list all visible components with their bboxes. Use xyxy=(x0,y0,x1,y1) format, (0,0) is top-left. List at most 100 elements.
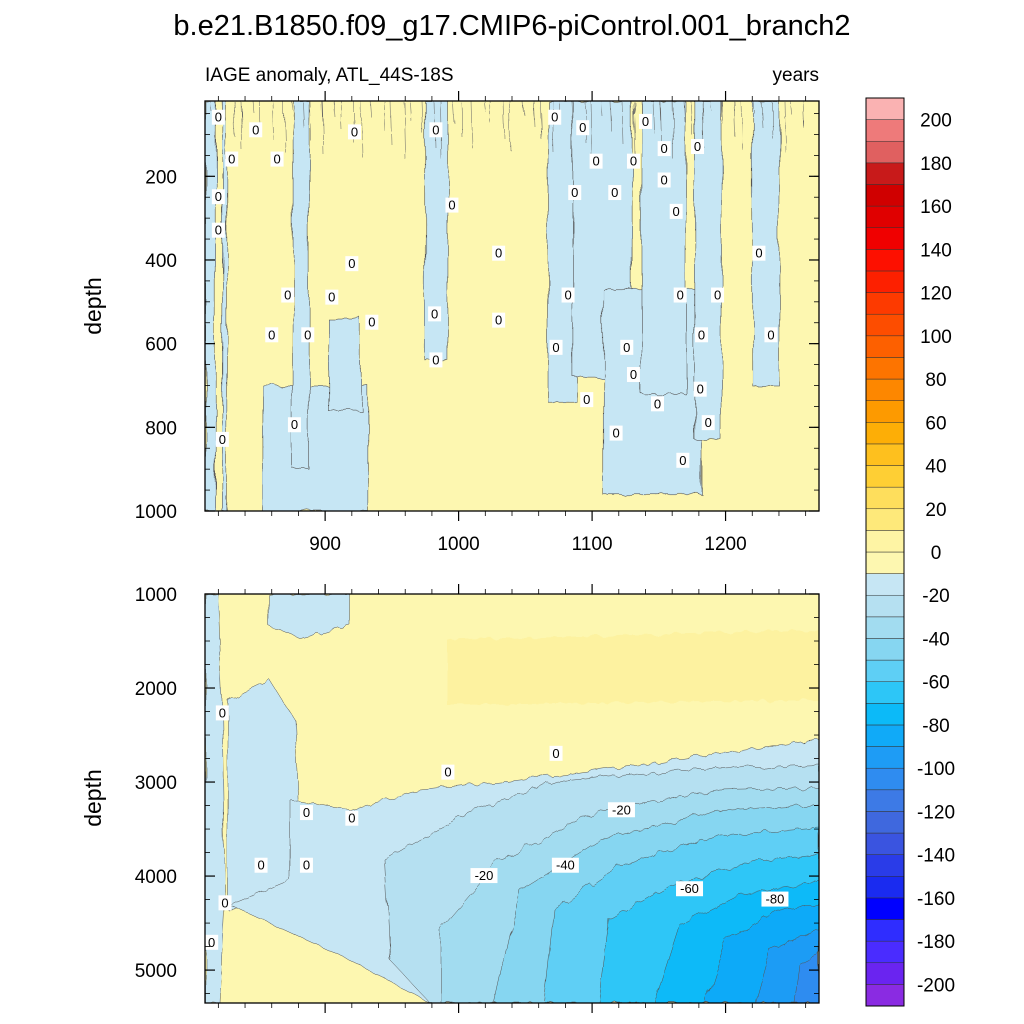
upper-noise-contour xyxy=(333,101,336,118)
colorbar-tick-label: 0 xyxy=(931,543,942,564)
colorbar-segment xyxy=(865,811,905,834)
colorbar-segment xyxy=(865,400,905,423)
colorbar-segment xyxy=(865,249,905,272)
upper-noise-contour xyxy=(402,101,405,159)
upper-noise-contour xyxy=(321,101,324,155)
contour-label: 0 xyxy=(284,288,291,303)
colorbar-segment xyxy=(865,162,905,185)
vertical-negative-band xyxy=(227,679,301,911)
contour-label: 0 xyxy=(432,122,439,137)
contour-label-box xyxy=(325,289,339,305)
upper-noise-contour xyxy=(659,101,662,147)
contour-label: 0 xyxy=(630,154,637,169)
contour-label: 0 xyxy=(268,327,275,342)
contour-label-box xyxy=(254,857,268,873)
contour-label: 0 xyxy=(679,453,686,468)
contour-label: 0 xyxy=(219,705,226,720)
contour-label: 0 xyxy=(351,124,358,139)
contour-label-box xyxy=(265,327,279,343)
contour-label: 0 xyxy=(444,765,451,780)
contour-label: 0 xyxy=(215,223,222,238)
contour-label: 0 xyxy=(767,327,774,342)
upper-noise-contour xyxy=(533,101,536,128)
upper-negative-region xyxy=(751,101,780,386)
contour-label-box xyxy=(205,934,219,950)
contour-label: 0 xyxy=(571,185,578,200)
colorbar-tick-label: -160 xyxy=(917,889,955,910)
colorbar-segment xyxy=(865,184,905,207)
upper-noise-contour xyxy=(252,101,255,114)
contour-label: 0 xyxy=(215,189,222,204)
contour-label: 0 xyxy=(705,415,712,430)
contour-label-box xyxy=(752,245,766,261)
colorbar-tick-label: 40 xyxy=(925,457,946,478)
colorbar-segment xyxy=(865,292,905,315)
lower-axes: 1000 2000 3000 4000 5000 xyxy=(135,584,819,1013)
contour-label-box xyxy=(281,287,295,303)
upper-noise-contour xyxy=(771,101,774,140)
contour-label-box xyxy=(609,425,623,441)
contour-label-box xyxy=(270,151,284,167)
contour-label-box xyxy=(549,339,563,355)
upper-panel: 0 0 0 0 0 0 0 0 0 0 0 0 0 0 0 0 0 0 0 0 0 0 0 0 0 0 0 0 0 0 0 0 0 0 0 0 0 0 0 0… xyxy=(80,91,820,555)
upper-noise-contour xyxy=(271,101,274,140)
contour-label-box xyxy=(215,705,229,721)
colorbar-tick-label: -120 xyxy=(917,802,955,823)
contour-label: 0 xyxy=(431,306,438,321)
colorbar-tick-label: -200 xyxy=(917,975,955,996)
x-tick-label: 1000 xyxy=(437,534,479,555)
contour-label: 0 xyxy=(583,392,590,407)
colorbar-tick-label: 20 xyxy=(925,500,946,521)
lower-panel: 0 0 0 0 0 -20 0 0 -40 -20 0 -60 -80 0 1000 2000 3000 400… xyxy=(80,584,820,1013)
colorbar-segment xyxy=(865,854,905,877)
upper-noise-contour xyxy=(683,101,686,123)
colorbar-tick-label: -20 xyxy=(922,586,949,607)
contour-label-box xyxy=(445,197,459,213)
upper-noise-contour xyxy=(540,101,543,141)
colorbar-tick-label: 140 xyxy=(920,240,952,261)
contour-label: -40 xyxy=(556,858,575,873)
contour-label-box xyxy=(576,120,590,136)
upper-noise-contour xyxy=(690,101,693,136)
upper-noise-contour xyxy=(390,101,393,146)
contour-label: -20 xyxy=(475,868,494,883)
contour-label-box xyxy=(568,185,582,201)
contour-label: 0 xyxy=(273,152,280,167)
upper-noise-contour xyxy=(790,101,793,116)
contour-label-box xyxy=(218,895,232,911)
colorbar-segment xyxy=(865,897,905,920)
upper-noise-contour xyxy=(552,101,555,154)
contour-label: 0 xyxy=(495,246,502,261)
contour-label-box xyxy=(764,327,778,343)
contour-label-box xyxy=(561,287,575,303)
contour-label: 0 xyxy=(303,858,310,873)
colorbar-segment xyxy=(865,205,905,228)
x-tick-label: 1100 xyxy=(572,534,613,555)
contour-label-box xyxy=(620,339,634,355)
contour-label: -80 xyxy=(766,892,785,907)
upper-noise-contour xyxy=(752,101,755,114)
contour-label: 0 xyxy=(611,185,618,200)
colorbar-tick-label: 80 xyxy=(925,370,946,391)
contour-label: 0 xyxy=(495,313,502,328)
colorbar-segment xyxy=(865,422,905,445)
contour-label-box xyxy=(470,868,498,884)
colorbar-tick-label: -80 xyxy=(922,716,949,737)
upper-noise-contour xyxy=(421,101,424,135)
contour-label-box xyxy=(299,805,313,821)
contour-label: 0 xyxy=(304,327,311,342)
lower-y-axis-label: depth xyxy=(80,769,106,827)
contour-label-box xyxy=(225,151,239,167)
contour-label: 0 xyxy=(552,340,559,355)
colorbar-tick-label: 60 xyxy=(925,413,946,434)
contour-label: 0 xyxy=(654,396,661,411)
y-tick-label: 400 xyxy=(145,251,177,272)
upper-noise-contour xyxy=(602,101,605,119)
colorbar-segment xyxy=(865,919,905,942)
contour-label-box xyxy=(657,172,671,188)
y-tick-label: 200 xyxy=(145,167,177,188)
contour-label: 0 xyxy=(219,432,226,447)
colorbar-tick-label: 180 xyxy=(920,154,952,175)
contour-label: 0 xyxy=(551,110,558,125)
figure-title: b.e21.B1850.f09_g17.CMIP6-piControl.001_… xyxy=(173,10,850,42)
